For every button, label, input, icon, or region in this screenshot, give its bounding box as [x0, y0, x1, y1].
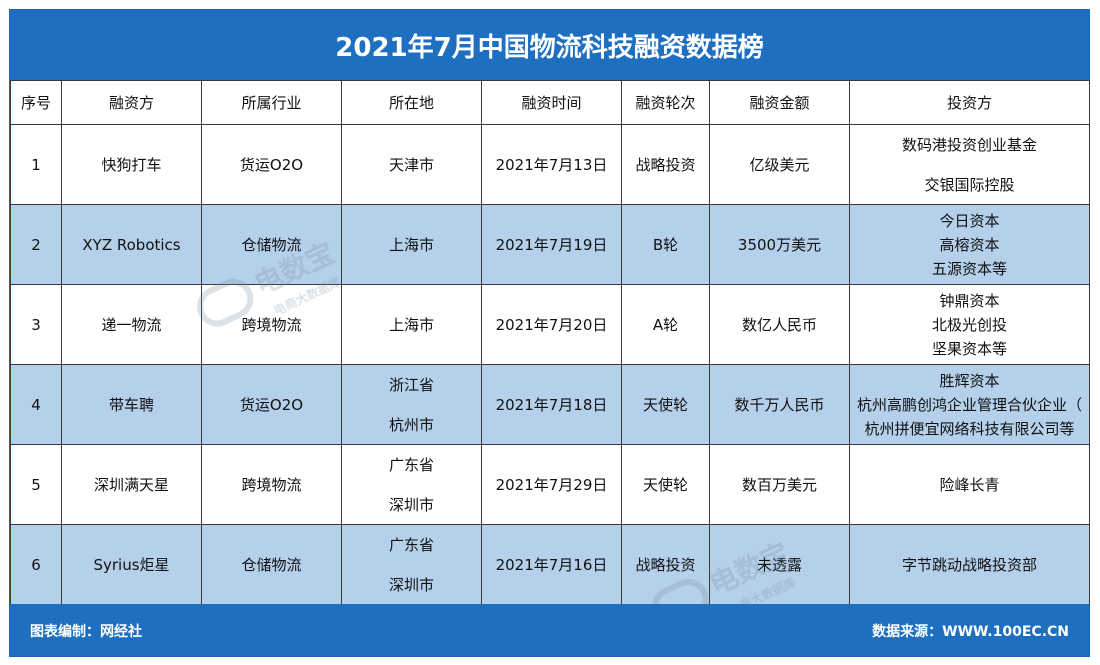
column-header: 融资轮次: [621, 80, 710, 125]
location-line: 上海市: [388, 235, 434, 254]
company-cell: 递一物流: [61, 284, 202, 365]
investor-line: 北极光创投: [931, 315, 1007, 334]
round-cell: 战略投资: [621, 524, 710, 605]
amount-cell: 数百万美元: [709, 444, 850, 525]
ranking-table-panel: 2021年7月中国物流科技融资数据榜 序号 融资方 所属行业 所在地 融资时间 融资轮次融…: [9, 9, 1090, 657]
location-line: 深圳市: [388, 495, 434, 514]
row-number: 5: [10, 444, 62, 525]
amount-cell: 亿级美元: [709, 124, 850, 205]
company-cell: Syrius炬星: [61, 524, 202, 605]
date-cell: 2021年7月13日: [481, 124, 622, 205]
table-row: 6 Syrius炬星 仓储物流 广东省 深圳市 2021年7月16日 战略投资 未透露 字节跳动…: [10, 524, 1090, 605]
location-line: 上海市: [388, 315, 434, 334]
column-header: 融资时间: [481, 80, 622, 125]
round-cell: A轮: [621, 284, 710, 365]
company-cell: 带车聘: [61, 364, 202, 445]
amount-cell: 数千万人民币: [709, 364, 850, 445]
location-line: 深圳市: [388, 575, 434, 594]
financing-table: 序号 融资方 所属行业 所在地 融资时间 融资轮次 融资金额 投资方 1 快狗打车 货运O2O 天津…: [10, 80, 1090, 605]
date-cell: 2021年7月18日: [481, 364, 622, 445]
footer-bar: 图表编制：网经社 数据来源：WWW.100EC.CN: [10, 604, 1089, 656]
column-header: 投资方: [849, 80, 1090, 125]
location-line: 浙江省: [388, 375, 434, 394]
investor-line: 杭州拼便宜网络科技有限公司等: [864, 419, 1075, 438]
investors-cell: 今日资本高榕资本五源资本等: [849, 204, 1090, 285]
column-header: 融资方: [61, 80, 202, 125]
column-header: 所属行业: [201, 80, 342, 125]
header-row: 序号 融资方 所属行业 所在地 融资时间 融资轮次 融资金额 投资方: [10, 80, 1090, 125]
row-number: 2: [10, 204, 62, 285]
row-number: 1: [10, 124, 62, 205]
amount-cell: 3500万美元: [709, 204, 850, 285]
data-source: 数据来源：WWW.100EC.CN: [872, 624, 1069, 640]
location-cell: 广东省 深圳市: [341, 444, 482, 525]
industry-cell: 仓储物流: [201, 204, 342, 285]
location-cell: 广东省 深圳市: [341, 524, 482, 605]
date-cell: 2021年7月20日: [481, 284, 622, 365]
column-header: 融资金额: [709, 80, 850, 125]
investors-cell: 胜辉资本杭州高鹏创鸿企业管理合伙企业（ 杭州拼便宜网络科技有限公司等: [849, 364, 1090, 445]
location-line: 杭州市: [388, 415, 434, 434]
investor-line: 险峰长青: [939, 475, 1000, 494]
investor-line: 交银国际控股: [924, 175, 1015, 194]
location-line: 天津市: [388, 155, 434, 174]
location-line: 广东省: [388, 535, 434, 554]
company-cell: 深圳满天星: [61, 444, 202, 525]
location-cell: 上海市: [341, 204, 482, 285]
round-cell: B轮: [621, 204, 710, 285]
location-line: 广东省: [388, 455, 434, 474]
investor-line: 字节跳动战略投资部: [901, 555, 1037, 574]
company-cell: 快狗打车: [61, 124, 202, 205]
round-cell: 战略投资: [621, 124, 710, 205]
industry-cell: 仓储物流: [201, 524, 342, 605]
industry-cell: 货运O2O: [201, 124, 342, 205]
date-cell: 2021年7月29日: [481, 444, 622, 525]
investors-cell: 数码港投资创业基金 交银国际控股: [849, 124, 1090, 205]
table-row: 3 递一物流 跨境物流 上海市 2021年7月20日 A轮 数亿人民币 钟鼎资本 北极光创投 坚果…: [10, 284, 1090, 365]
location-cell: 浙江省 杭州市: [341, 364, 482, 445]
round-cell: 天使轮: [621, 444, 710, 525]
table-row: 5 深圳满天星 跨境物流 广东省 深圳市 2021年7月29日 天使轮 数百万美元 险峰长青: [10, 444, 1090, 525]
row-number: 4: [10, 364, 62, 445]
table-title: 2021年7月中国物流科技融资数据榜: [10, 10, 1089, 80]
investors-cell: 险峰长青: [849, 444, 1090, 525]
investors-cell: 字节跳动战略投资部: [849, 524, 1090, 605]
investor-line: 胜辉资本: [939, 371, 1000, 390]
industry-cell: 货运O2O: [201, 364, 342, 445]
column-header: 所在地: [341, 80, 482, 125]
company-cell: XYZ Robotics: [61, 204, 202, 285]
row-number: 3: [10, 284, 62, 365]
table-row: 4 带车聘 货运O2O 浙江省 杭州市 2021年7月18日 天使轮 数千万人民币 胜辉资本 杭州…: [10, 364, 1090, 445]
column-header: 序号: [10, 80, 62, 125]
table-body: 1 快狗打车 货运O2O 天津市 2021年7月13日 战略投资 亿级美元 数码港投资创业基金…: [10, 124, 1090, 605]
compiler-credit: 图表编制：网经社: [30, 624, 142, 640]
date-cell: 2021年7月16日: [481, 524, 622, 605]
amount-cell: 数亿人民币: [709, 284, 850, 365]
row-number: 6: [10, 524, 62, 605]
investor-line: 高榕资本: [939, 235, 1000, 254]
table-row: 1 快狗打车 货运O2O 天津市 2021年7月13日 战略投资 亿级美元 数码港投资创业基金…: [10, 124, 1090, 205]
amount-cell: 未透露: [709, 524, 850, 605]
location-cell: 上海市: [341, 284, 482, 365]
date-cell: 2021年7月19日: [481, 204, 622, 285]
investor-line: 数码港投资创业基金: [901, 135, 1037, 154]
investor-line: 杭州高鹏创鸿企业管理合伙企业（: [856, 395, 1082, 414]
investor-line: 五源资本等: [931, 259, 1007, 278]
investors-cell: 钟鼎资本北极光创投坚果资本等: [849, 284, 1090, 365]
industry-cell: 跨境物流: [201, 444, 342, 525]
investor-line: 今日资本: [939, 211, 1000, 230]
investor-line: 坚果资本等: [931, 339, 1007, 358]
round-cell: 天使轮: [621, 364, 710, 445]
industry-cell: 跨境物流: [201, 284, 342, 365]
investor-line: 钟鼎资本: [939, 291, 1000, 310]
location-cell: 天津市: [341, 124, 482, 205]
table-row: 2 XYZ Robotics 仓储物流 上海市 2021年7月19日 B轮 3500万美元今…: [10, 204, 1090, 285]
